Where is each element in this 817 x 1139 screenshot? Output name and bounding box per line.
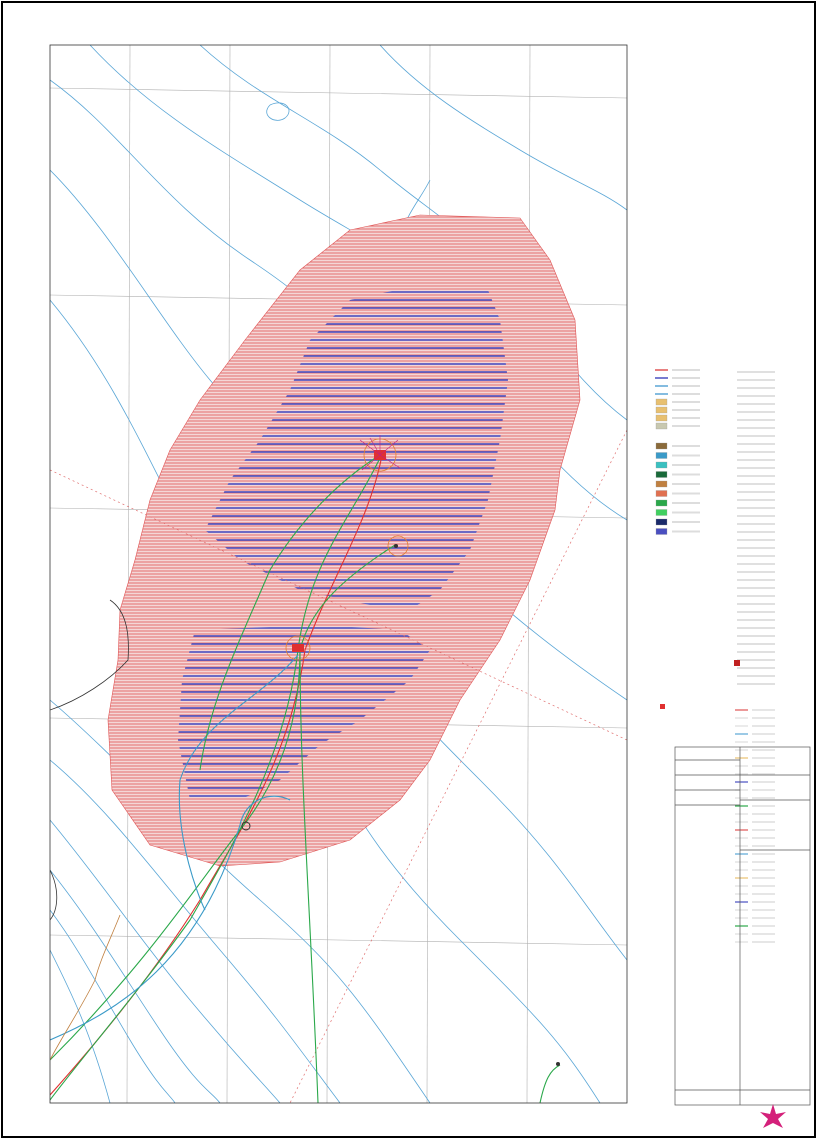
legend (655, 369, 775, 943)
legend-symbol (655, 442, 668, 450)
title-block (674, 746, 811, 1106)
legend-symbol (655, 490, 668, 497)
legend-symbol (655, 406, 668, 414)
legend-symbol (655, 480, 668, 488)
legend-symbol (655, 499, 668, 507)
legend-symbol (655, 422, 668, 430)
legend-symbol (655, 461, 668, 469)
legend-symbol (655, 414, 668, 422)
logo (760, 1104, 786, 1128)
legend-symbol (655, 518, 668, 526)
legend-symbol (655, 528, 668, 535)
legend-symbol (734, 660, 740, 666)
map-content (50, 45, 627, 1103)
map-frame (49, 44, 628, 1104)
legend-symbol (655, 452, 668, 459)
pipelines (50, 454, 561, 1103)
boundary (50, 429, 627, 1103)
legend-symbol (655, 471, 668, 478)
full-fold-area (178, 625, 430, 800)
cables (50, 599, 129, 1061)
legend-symbol (660, 704, 665, 709)
full-fold-area (205, 285, 508, 610)
legend-symbol (655, 509, 668, 516)
legend-symbol (655, 398, 668, 406)
installations (241, 435, 560, 1066)
